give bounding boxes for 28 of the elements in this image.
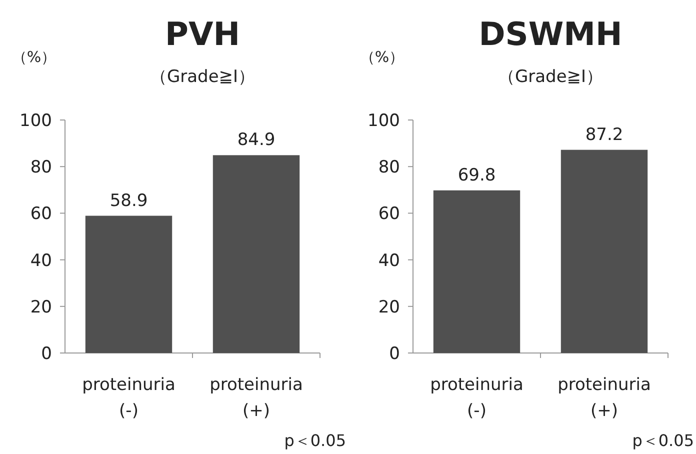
chart-title: PVH [165,15,240,53]
data-label: 87.2 [585,124,624,145]
x-tick-label: proteinuria (+) [210,375,303,421]
x-tick-label: proteinuria (+) [558,375,651,421]
y-tick-label: 20 [378,297,400,318]
y-tick-label: 40 [378,250,400,271]
y-tick-label: 0 [389,344,400,364]
y-tick-label: 60 [378,204,400,224]
chart-title: DSWMH [478,15,622,53]
data-label: 84.9 [237,130,276,150]
y-tick-label: 20 [30,297,52,318]
x-tick-label: proteinuria (-) [430,375,524,421]
y-tick-label: 0 [41,344,52,364]
y-axis-title: （%） [360,48,404,66]
text: p＜0.05 [284,431,346,450]
y-axis-title: （%） [12,48,56,66]
chart-subtitle: （Grade≧I） [498,67,604,87]
y-tick-label: 80 [378,158,400,178]
y-tick-label: 80 [30,158,52,178]
y-tick-label: 40 [30,250,52,271]
text: p＜0.05 [632,431,694,450]
data-label: 69.8 [458,165,496,186]
x-tick-label: proteinuria (-) [82,375,176,421]
y-tick-label: 60 [30,204,52,224]
y-tick-label: 100 [20,110,52,131]
chart-subtitle: （Grade≧I） [150,67,256,87]
data-label: 58.9 [110,190,148,211]
y-tick-label: 100 [368,110,400,131]
